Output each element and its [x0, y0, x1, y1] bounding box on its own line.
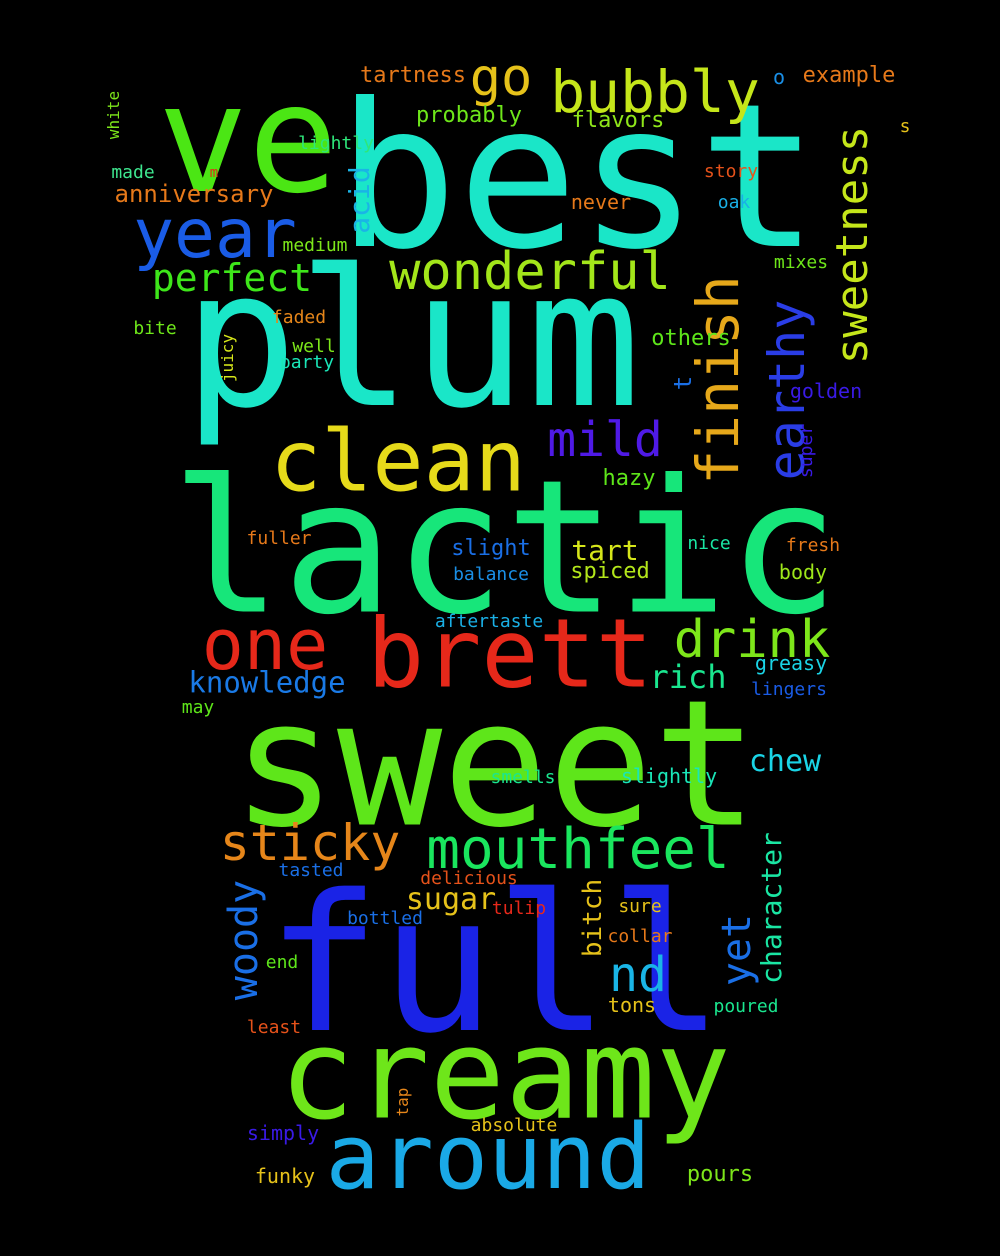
word-mild: mild: [547, 412, 663, 468]
word-creamy: creamy: [279, 1002, 731, 1148]
word-tulip: tulip: [491, 898, 547, 919]
word-fresh: fresh: [785, 535, 841, 556]
word-hazy: hazy: [602, 466, 656, 491]
word-tap: tap: [393, 1087, 412, 1117]
word-may: may: [181, 697, 215, 718]
word-nd: nd: [609, 947, 667, 1003]
word-woody: woody: [221, 879, 267, 1001]
word-sugar: sugar: [405, 882, 497, 917]
word-tart: tart: [571, 534, 639, 567]
word-chew: chew: [748, 744, 822, 779]
word-spiced: spiced: [570, 559, 650, 584]
word-story: story: [703, 161, 759, 182]
word-fuller: fuller: [246, 528, 312, 549]
word-one: one: [201, 604, 329, 686]
word-mixes: mixes: [773, 252, 829, 273]
word-yet: yet: [714, 913, 760, 987]
word-m: m: [209, 165, 219, 181]
word-juicy: juicy: [218, 333, 237, 383]
word-plum: plum: [183, 229, 641, 450]
word-drink: drink: [673, 610, 831, 670]
word-well: well: [292, 336, 336, 357]
word-sweet: sweet: [231, 663, 759, 867]
word-full: full: [266, 854, 724, 1075]
word-go: go: [469, 48, 533, 108]
word-medium: medium: [282, 235, 348, 256]
word-golden: golden: [789, 379, 863, 403]
word-s: s: [899, 116, 911, 137]
word-lightly: lightly: [298, 133, 374, 154]
word-oak: oak: [717, 192, 751, 213]
word-probably: probably: [416, 103, 522, 128]
word-acid: acid: [343, 166, 376, 234]
word-poured: poured: [713, 996, 779, 1017]
word-slight: slight: [451, 536, 531, 561]
word-nice: nice: [687, 533, 731, 554]
word-delicious: delicious: [420, 868, 518, 889]
word-absolute: absolute: [470, 1115, 558, 1136]
word-aftertaste: aftertaste: [434, 611, 544, 632]
word-body: body: [778, 560, 828, 584]
word-tartness: tartness: [360, 63, 466, 88]
word-greasy: greasy: [754, 651, 828, 675]
word-tasted: tasted: [278, 860, 344, 881]
word-faded: faded: [271, 307, 327, 328]
word-end: end: [265, 952, 299, 973]
word-t: t: [669, 375, 697, 391]
word-balance: balance: [453, 564, 529, 585]
word-simply: simply: [246, 1121, 320, 1145]
word-super: super: [796, 423, 817, 479]
word-finish: finish: [684, 275, 752, 485]
word-others: others: [651, 326, 731, 351]
word-mouthfeel: mouthfeel: [426, 817, 730, 882]
word-made: made: [111, 162, 155, 183]
word-sticky: sticky: [219, 814, 401, 872]
word-tons: tons: [607, 993, 657, 1017]
word-sweetness: sweetness: [827, 125, 878, 365]
word-brett: brett: [367, 599, 653, 710]
word-best: best: [337, 61, 819, 294]
word-knowledge: knowledge: [188, 665, 346, 700]
word-funky: funky: [254, 1164, 316, 1188]
word-perfect: perfect: [151, 256, 313, 300]
word-bitch: bitch: [578, 878, 608, 958]
word-ve: ve: [157, 53, 339, 227]
word-bubbly: bubbly: [550, 58, 760, 126]
word-around: around: [325, 1105, 651, 1210]
word-least: least: [246, 1017, 302, 1038]
word-character: character: [755, 832, 788, 984]
word-lactic: lactic: [170, 439, 840, 656]
word-sure: sure: [618, 896, 662, 917]
word-bottled: bottled: [347, 908, 423, 929]
word-o: o: [772, 65, 786, 89]
word-pours: pours: [686, 1162, 754, 1187]
word-collar: collar: [607, 926, 673, 947]
word-bite: bite: [133, 318, 177, 339]
word-year: year: [133, 195, 297, 274]
word-party: party: [279, 352, 335, 373]
word-never: never: [570, 190, 632, 214]
word-anniversary: anniversary: [114, 180, 274, 208]
word-example: example: [802, 63, 896, 88]
word-wonderful: wonderful: [389, 242, 671, 302]
word-rich: rich: [649, 658, 727, 696]
word-flavors: flavors: [571, 108, 665, 133]
word-smells: smells: [490, 767, 556, 788]
word-lingers: lingers: [751, 679, 827, 700]
word-slightly: slightly: [620, 764, 718, 788]
word-white: white: [104, 90, 123, 140]
word-clean: clean: [270, 412, 526, 512]
